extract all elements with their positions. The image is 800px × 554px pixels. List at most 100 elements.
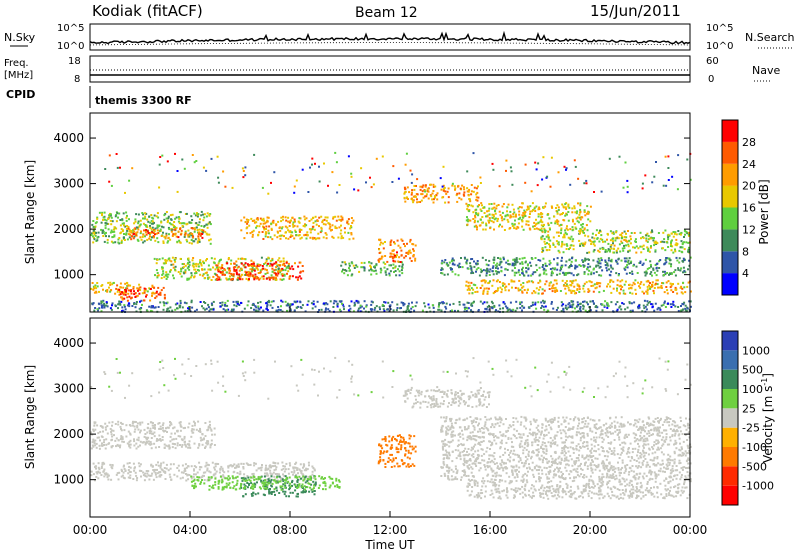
range-cell [578,288,581,291]
range-cell [91,444,94,447]
range-cell [105,304,108,307]
range-cell [256,264,259,267]
range-cell [171,256,174,259]
range-cell [650,303,653,306]
range-cell [277,259,280,262]
range-cell [262,493,265,496]
range-cell [102,470,105,473]
range-cell [160,289,163,292]
range-cell [562,284,565,287]
range-cell [476,199,479,202]
sparse-cell [314,162,316,165]
range-cell [152,424,155,427]
range-cell [522,212,525,214]
range-cell [344,231,346,234]
range-cell [193,228,196,231]
range-cell [458,262,461,265]
range-cell [572,300,575,303]
range-cell [654,282,657,285]
range-cell [129,432,132,435]
range-cell [646,288,649,291]
range-cell [499,257,502,260]
range-cell [93,309,96,312]
range-cell [289,486,291,489]
range-cell [627,245,630,248]
sparse-cell [181,158,184,161]
range-cell [162,430,165,433]
range-cell [491,266,494,269]
range-cell [652,289,655,292]
range-cell [557,231,560,234]
range-cell [205,464,208,467]
range-cell [645,234,648,237]
nsky-series [89,30,691,46]
range-cell [111,304,113,307]
range-cell [412,447,415,450]
sparse-cell [491,162,494,165]
range-cell [549,281,552,284]
range-cell [397,443,400,446]
range-cell [586,266,589,269]
range-cell [522,285,525,288]
range-cell [443,273,446,276]
range-cell [567,303,570,306]
range-cell [255,221,258,224]
range-cell [190,242,193,245]
range-cell [111,220,114,223]
range-cell [445,192,448,195]
range-cell [540,238,543,241]
range-cell [283,474,286,477]
range-cell [467,287,470,290]
range-cell [513,280,516,283]
range-cell [353,267,356,269]
range-cell [158,438,161,441]
range-cell [277,231,279,234]
range-cell [162,286,165,289]
range-cell [156,225,159,228]
range-cell [179,302,182,305]
range-cell [250,259,253,262]
range-cell [266,305,269,308]
range-cell [521,305,524,307]
range-cell [294,485,297,488]
range-cell [190,429,193,432]
range-cell [100,300,103,303]
range-cell [160,277,163,280]
range-cell [340,224,342,227]
range-cell [370,310,373,312]
range-cell [193,268,196,271]
range-cell [454,187,457,190]
range-cell [198,476,201,479]
range-cell [486,267,489,270]
range-cell [110,433,113,436]
range-cell [580,223,583,226]
range-cell [303,469,306,472]
range-cell [129,233,132,236]
range-cell [281,234,284,237]
range-cell [154,274,156,277]
range-cell [686,307,689,310]
range-cell [521,261,524,264]
range-cell [685,309,688,312]
range-cell [161,267,164,270]
range-cell [142,213,145,216]
range-cell [147,423,150,425]
range-cell [305,469,308,472]
range-cell [298,234,301,236]
range-cell [488,207,491,210]
range-cell [112,282,115,284]
range-cell [642,304,645,307]
range-cell [112,429,115,432]
range-cell [198,443,201,446]
range-cell [555,279,558,282]
range-cell [341,270,343,273]
range-cell [371,308,374,311]
range-cell [166,426,169,429]
range-cell [562,308,565,311]
range-cell [197,237,200,240]
range-cell [123,305,126,308]
range-cell [515,227,518,230]
range-cell [616,310,619,313]
range-cell [282,218,284,221]
range-cell [159,474,161,477]
